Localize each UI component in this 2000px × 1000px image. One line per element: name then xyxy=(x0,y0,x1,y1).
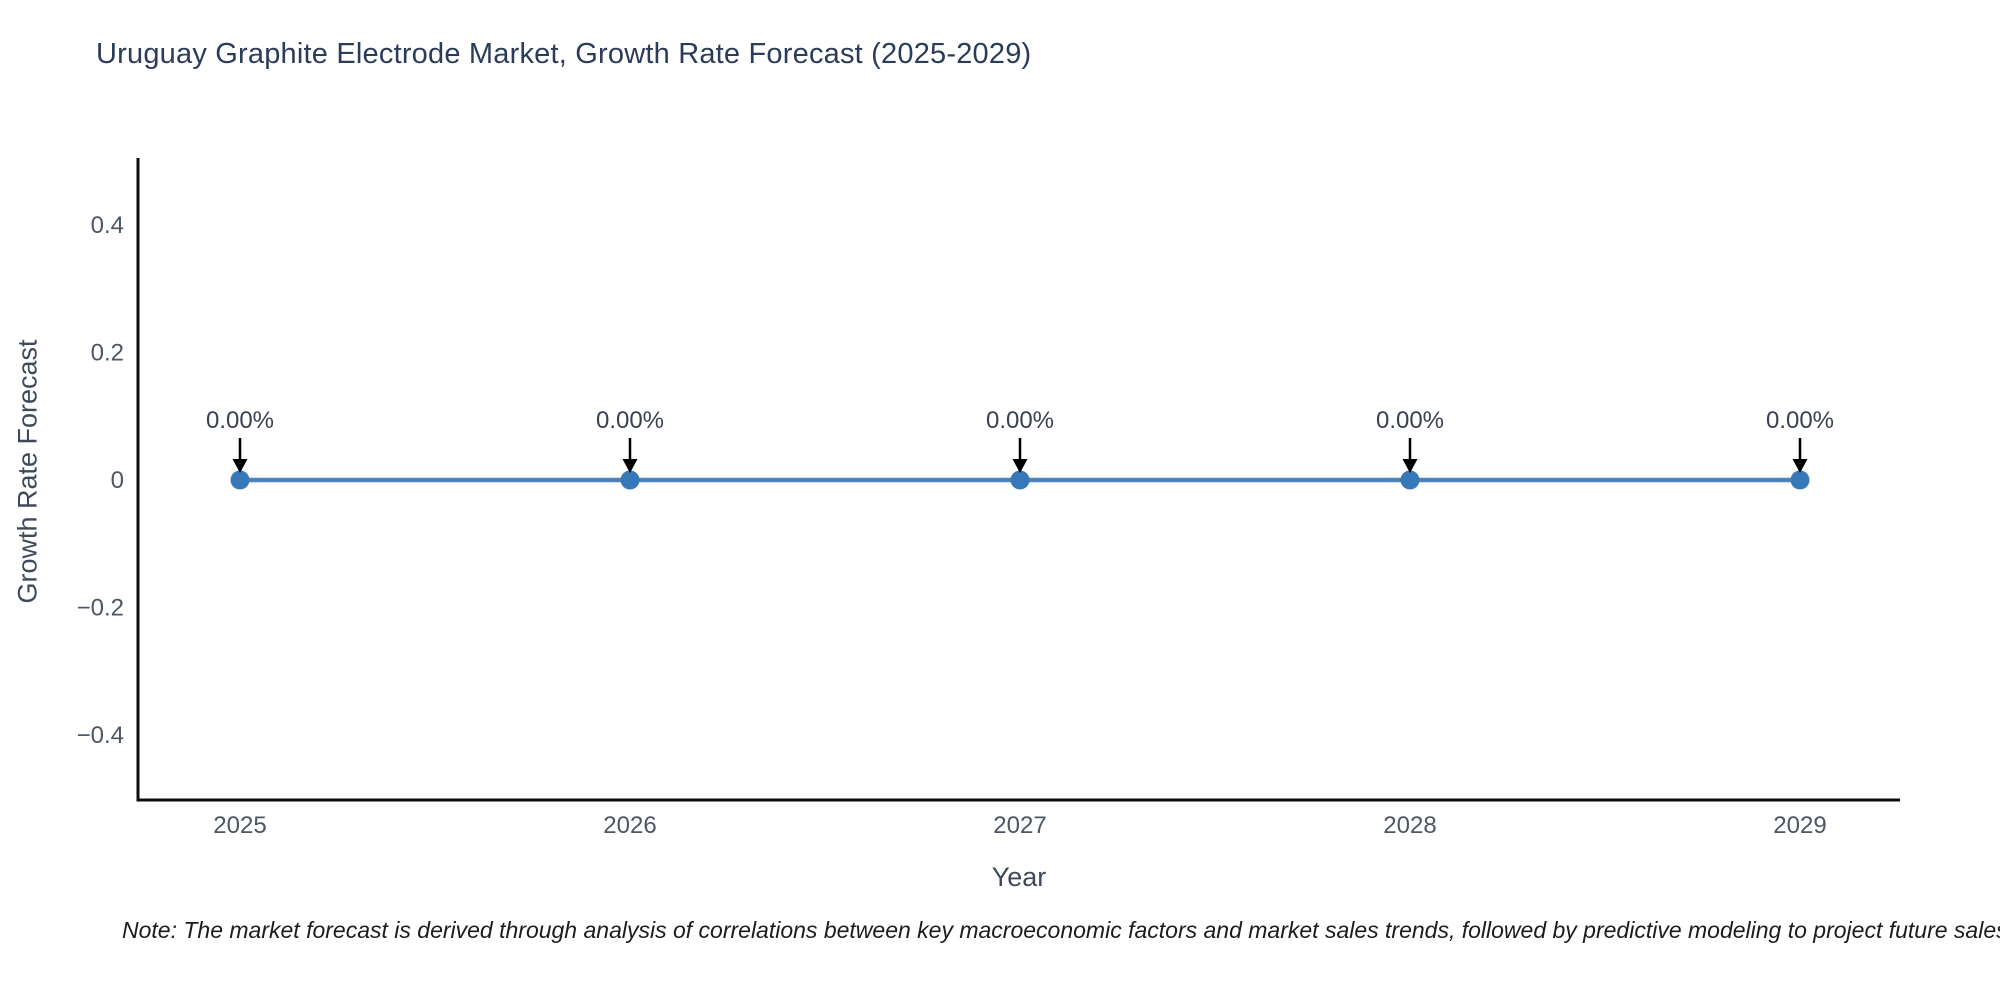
y-tick-label: 0 xyxy=(111,467,124,494)
point-label: 0.00% xyxy=(596,407,664,434)
annotation-arrow-head xyxy=(1012,459,1028,473)
x-tick-label: 2027 xyxy=(993,812,1046,839)
x-tick-label: 2029 xyxy=(1773,812,1826,839)
annotation-arrow-head xyxy=(1402,459,1418,473)
y-tick-label: −0.2 xyxy=(77,595,124,622)
annotation-arrow-head xyxy=(622,459,638,473)
x-axis-label: Year xyxy=(991,862,1047,892)
annotation-arrow-head xyxy=(232,459,248,473)
data-point xyxy=(230,470,250,490)
data-point xyxy=(1790,470,1810,490)
x-tick-label: 2025 xyxy=(213,812,266,839)
footnote: Note: The market forecast is derived thr… xyxy=(122,917,2000,943)
point-label: 0.00% xyxy=(1766,407,1834,434)
point-label: 0.00% xyxy=(206,407,274,434)
chart-title: Uruguay Graphite Electrode Market, Growt… xyxy=(96,38,1032,70)
data-point xyxy=(1400,470,1420,490)
point-label: 0.00% xyxy=(986,407,1054,434)
x-tick-label: 2028 xyxy=(1383,812,1436,839)
y-tick-label: 0.2 xyxy=(91,340,124,367)
data-point xyxy=(620,470,640,490)
y-tick-label: 0.4 xyxy=(91,212,124,239)
point-label: 0.00% xyxy=(1376,407,1444,434)
x-tick-label: 2026 xyxy=(603,812,656,839)
y-tick-label: −0.4 xyxy=(77,722,124,749)
annotation-arrow-head xyxy=(1792,459,1808,473)
data-point xyxy=(1010,470,1030,490)
